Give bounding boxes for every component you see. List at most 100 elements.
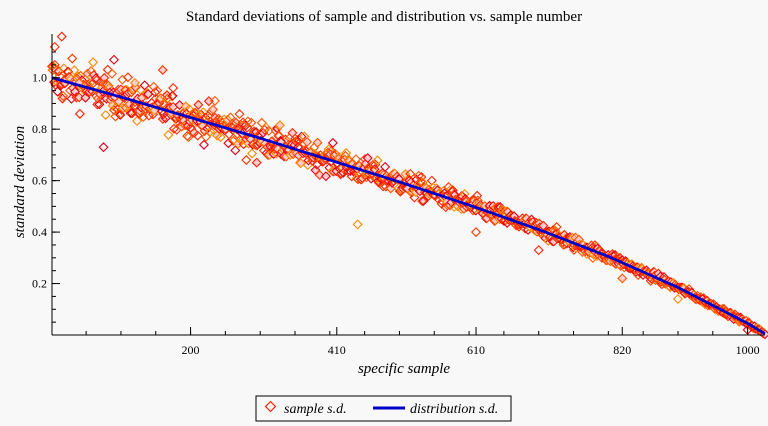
scatter-point [417,196,428,207]
y-tick-label: 0.4 [32,225,47,239]
scatter-point [241,155,252,166]
y-tick-label: 1.0 [32,71,47,85]
scatter-point [167,90,178,101]
scatter-point [92,99,103,110]
scatter-point [378,181,389,192]
scatter-point [129,77,140,88]
scatter-point [551,222,562,233]
scatter-point [370,159,381,170]
scatter-point [125,108,136,119]
scatter-point [193,99,204,110]
scatter-point [418,195,429,207]
legend-marker-sample [264,400,277,413]
scatter-point [201,131,212,142]
legend-label-sample: sample s.d. [284,402,347,417]
scatter-point [274,120,285,131]
scatter-point [372,155,383,166]
x-tick-label: 610 [467,343,485,357]
scatter-point [209,95,220,106]
scatter-point [180,101,191,112]
scatter-point [223,138,234,149]
scatter-point [426,175,437,186]
scatter-point [251,127,262,138]
scatter-point [139,80,150,91]
scatter-point [100,109,111,120]
scatter-point [152,85,163,96]
scatter-point [207,104,219,115]
scatter-point [263,125,274,136]
scatter-point [157,64,168,76]
scatter-point [260,122,271,133]
scatter-point [57,93,68,104]
y-tick-label: 0.8 [32,122,47,136]
scatter-point [74,92,85,103]
scatter-point [341,148,352,159]
scatter-point [56,31,67,42]
y-axis-label: standard deviation [12,126,28,238]
scatter-point [74,108,85,119]
scatter-point [98,142,109,153]
scatter-point [380,161,391,172]
scatter-point [49,41,60,52]
distribution-line [51,76,766,335]
scatter-point [162,93,173,104]
chart-title: Standard deviations of sample and distri… [186,9,582,25]
scatter-point [91,75,102,86]
line-layer [51,76,766,335]
scatter-point [67,53,78,64]
scatter-point [88,57,99,68]
x-tick-label: 200 [182,343,200,357]
scatter-point [52,86,63,97]
scatter-point [203,96,214,107]
scatter-point [99,72,110,83]
legend-label-distribution: distribution s.d. [410,402,498,417]
scatter-point [233,138,244,149]
scatter-point [106,68,117,79]
scatter-point [314,169,325,181]
scatter-point [143,110,154,121]
scatter-point [215,132,226,143]
scatter-point [58,63,69,74]
scatter-point [118,103,129,114]
legend: sample s.d. distribution s.d. [255,395,512,422]
scatter-point [350,154,361,165]
scatter-point [103,80,114,91]
scatter-point [163,129,174,140]
scatter-point [198,139,209,150]
scatter-point [113,96,124,107]
scatter-point [58,90,69,101]
scatter-point [302,136,313,147]
scatter-point [94,99,105,110]
scatter-point [246,117,257,128]
scatter-point [192,130,203,141]
scatter-point [356,174,367,185]
scatter-point [178,115,189,126]
scatter-point [247,148,258,159]
x-axis-label: specific sample [358,361,450,377]
scatter-point [227,119,238,130]
scatter-point [617,273,628,284]
scatter-point [352,219,363,230]
scatter-point [168,83,179,94]
y-tick-label: 0.2 [32,277,47,291]
scatter-point [251,157,262,168]
scatter-point [533,245,544,256]
scatter-point [312,137,323,148]
scatter-point [69,65,80,76]
scatter-point [327,137,338,148]
scatter-point [672,293,683,305]
scatter-point [320,171,331,182]
y-ticks: 0.2 0.4 0.6 0.8 1.0 [32,51,60,323]
scatter-point [183,131,194,143]
scatter-point [295,158,306,169]
scatter-point [405,168,416,179]
scatter-point [471,227,482,238]
scatter-point [234,109,245,120]
scatter-point [189,127,200,138]
scatter-point [122,72,133,83]
scatter-point [143,89,154,100]
x-ticks: 200 410 610 820 1000 [85,327,760,357]
scatter-point [538,220,549,231]
scatter-point [108,54,119,65]
